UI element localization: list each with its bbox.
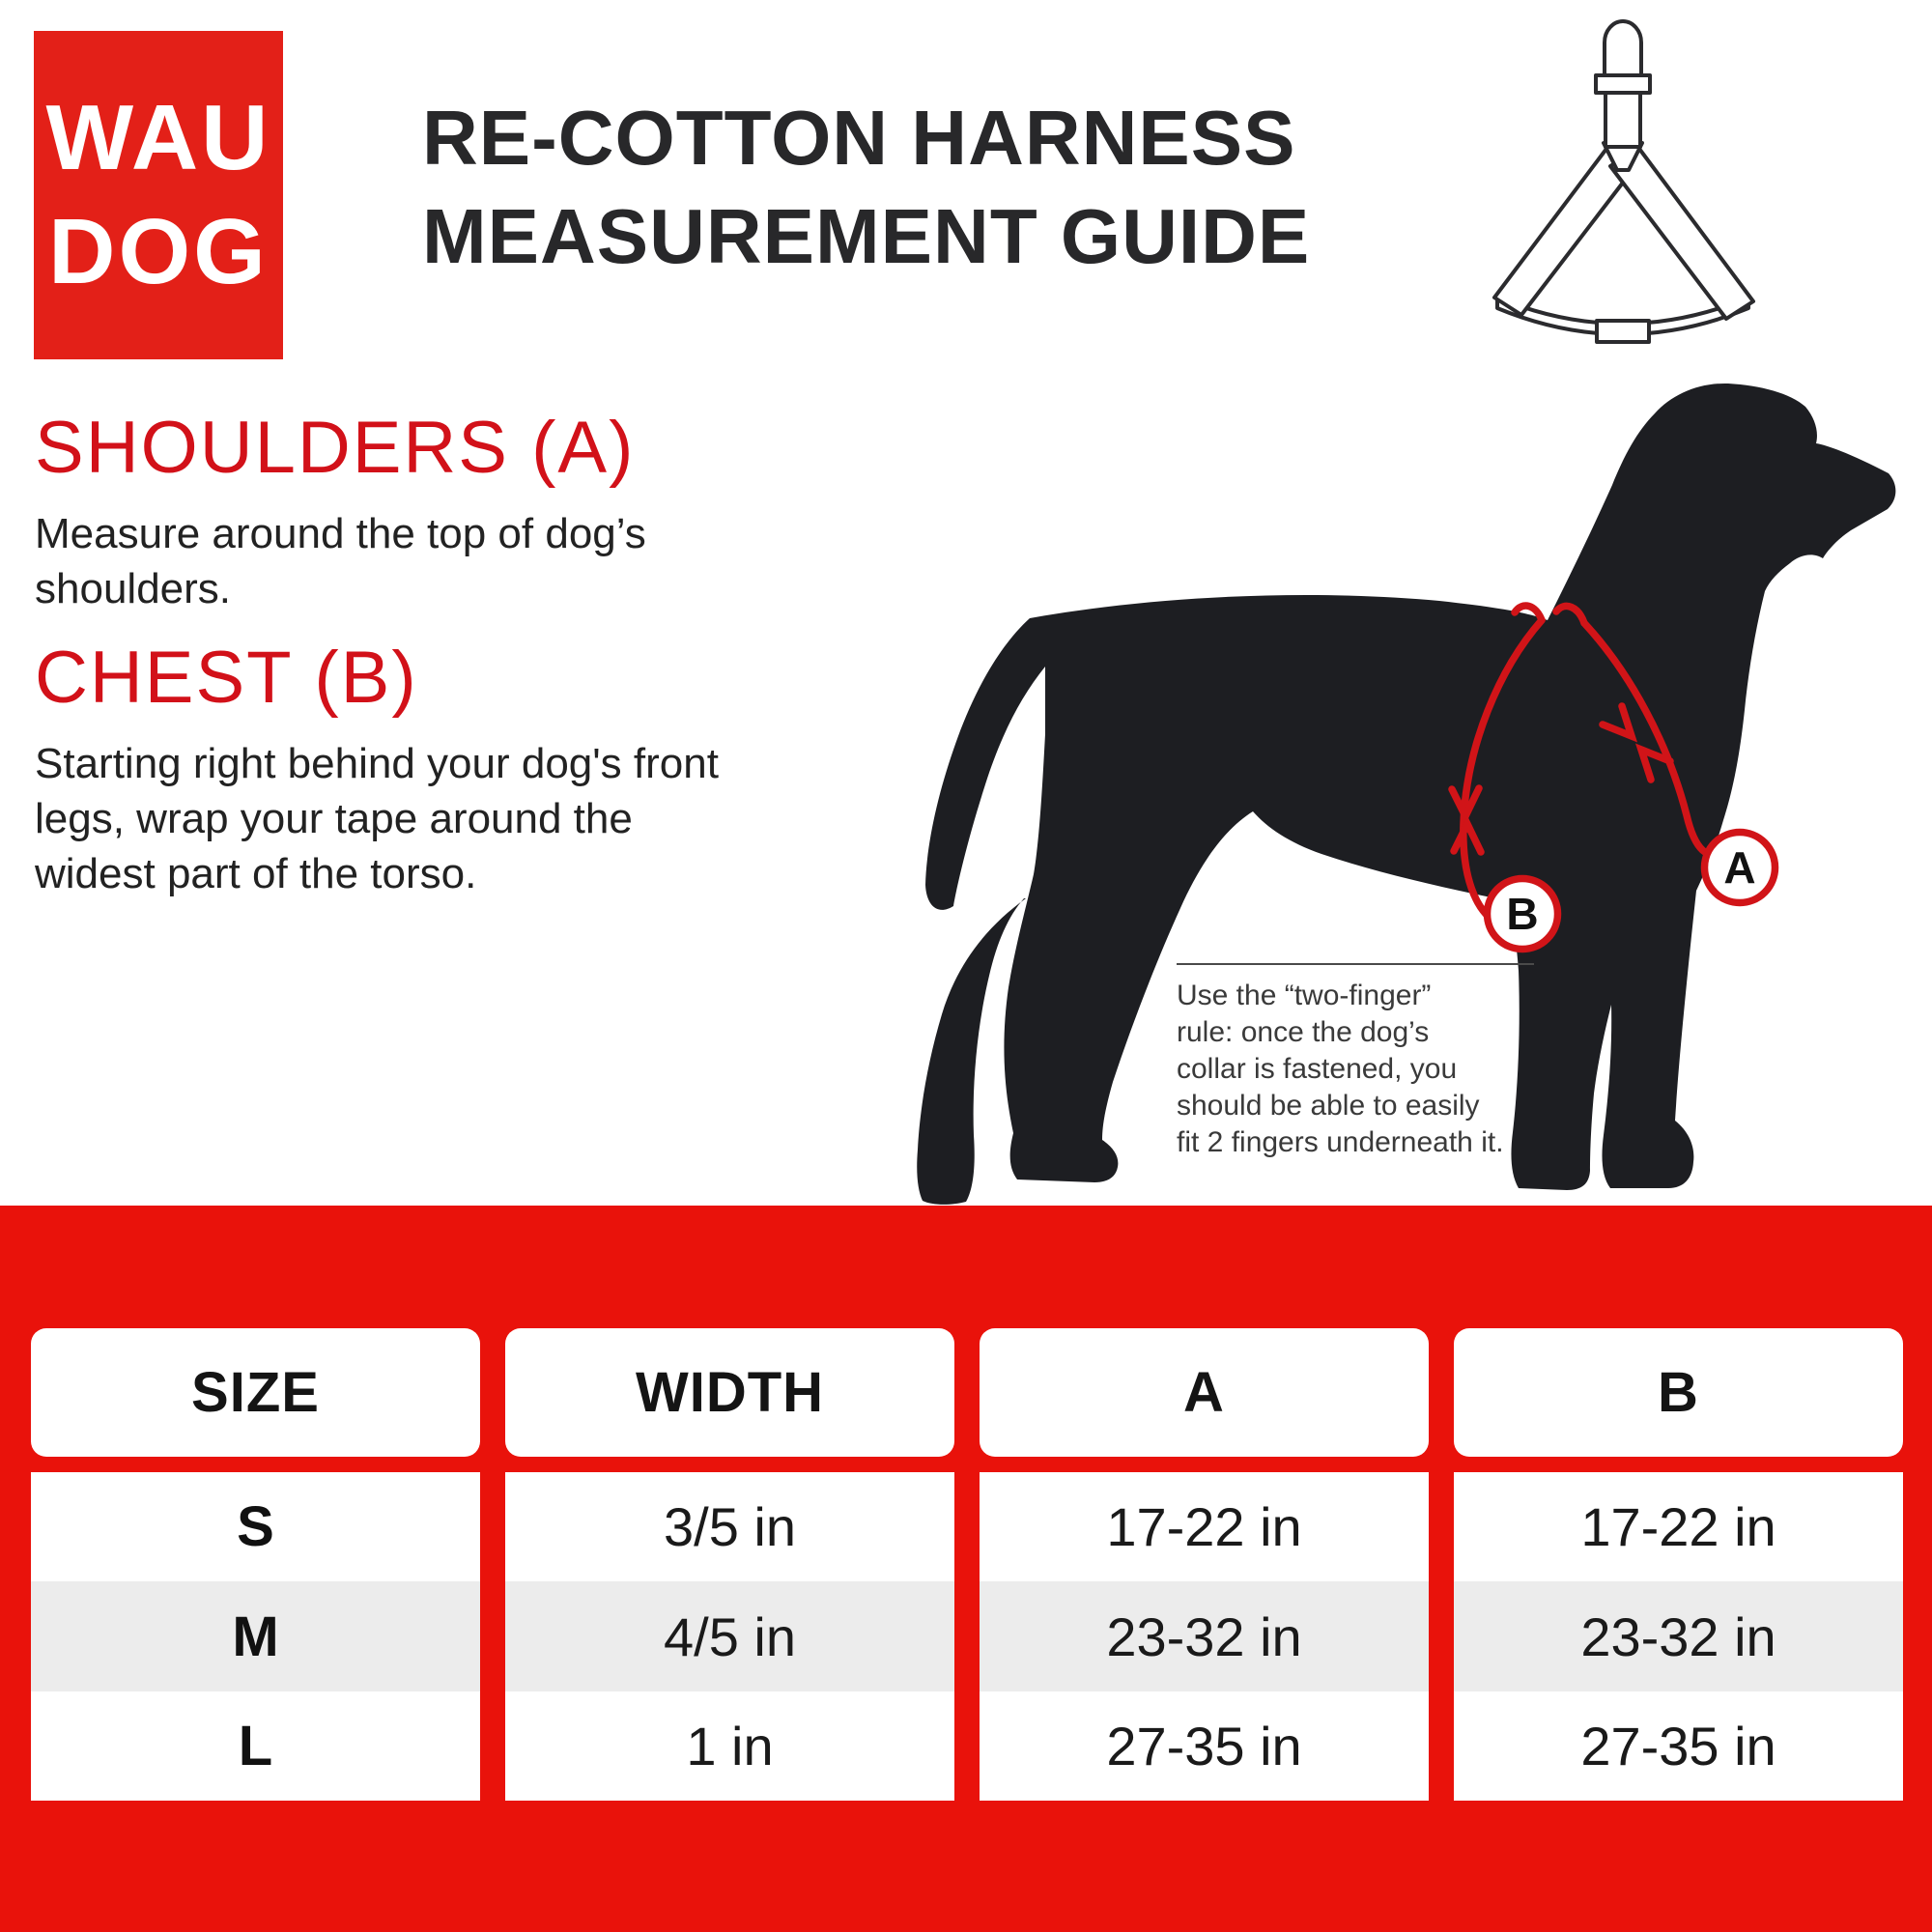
waudog-logo: WAU DOG <box>34 31 283 359</box>
note-line-1: Use the “two-finger” <box>1177 980 1432 1011</box>
cell-a-s: 17-22 in <box>980 1472 1429 1581</box>
cell-b-s: 17-22 in <box>1454 1472 1903 1581</box>
chest-text: Starting right behind your dog's front l… <box>35 736 719 901</box>
chest-text-line-3: widest part of the torso. <box>35 850 477 897</box>
shoulders-heading: SHOULDERS (A) <box>35 407 636 489</box>
header-cell-b: B <box>1454 1328 1903 1457</box>
girth-b-arrow-up <box>1450 815 1485 856</box>
harness-outline-icon <box>1492 19 1755 344</box>
page-title: RE-COTTON HARNESS MEASUREMENT GUIDE <box>422 89 1310 286</box>
chest-text-line-1: Starting right behind your dog's front <box>35 740 719 787</box>
dog-silhouette-diagram: A B <box>917 383 1896 1205</box>
girth-b-arrow-down <box>1448 784 1483 825</box>
logo-line-1: WAU <box>45 86 271 189</box>
cell-a-m: 23-32 in <box>980 1581 1429 1691</box>
note-divider <box>1177 963 1534 965</box>
title-line-1: RE-COTTON HARNESS <box>422 95 1296 181</box>
cell-b-m: 23-32 in <box>1454 1581 1903 1691</box>
chest-heading: CHEST (B) <box>35 637 418 719</box>
cell-width-m: 4/5 in <box>505 1581 954 1691</box>
cell-width-l: 1 in <box>505 1691 954 1801</box>
cell-size-m: M <box>31 1581 480 1691</box>
dog-body <box>925 383 1896 1190</box>
girth-a-arrow-down <box>1599 702 1638 743</box>
marker-a-label: A <box>1723 842 1755 893</box>
harness-neck-strap <box>1604 91 1642 149</box>
marker-a-circle <box>1700 828 1779 907</box>
cell-size-l: L <box>31 1691 480 1801</box>
note-line-4: should be able to easily <box>1177 1090 1480 1122</box>
marker-b-circle <box>1483 874 1562 953</box>
harness-top-buckle <box>1594 73 1652 95</box>
chest-text-line-2: legs, wrap your tape around the <box>35 795 633 842</box>
shoulders-text-line-1: Measure around the top of dog’s <box>35 510 646 557</box>
size-table-body: S 3/5 in 17-22 in 17-22 in M 4/5 in 23-3… <box>31 1472 1903 1801</box>
harness-chest-strap <box>1495 296 1750 336</box>
note-line-5: fit 2 fingers underneath it. <box>1177 1126 1504 1158</box>
size-table-band: SIZE WIDTH A B S 3/5 in 17-22 in 17-22 i… <box>0 1206 1932 1932</box>
girth-a-arrow-up <box>1634 743 1674 783</box>
shoulders-text: Measure around the top of dog’s shoulder… <box>35 506 646 616</box>
cell-size-s: S <box>31 1472 480 1581</box>
note-line-3: collar is fastened, you <box>1177 1053 1458 1085</box>
header-cell-a: A <box>980 1328 1429 1457</box>
logo-line-2: DOG <box>48 200 269 303</box>
dog-far-hind-leg <box>917 898 1026 1205</box>
cell-a-l: 27-35 in <box>980 1691 1429 1801</box>
harness-right-strap <box>1608 147 1755 321</box>
shoulders-text-line-2: shoulders. <box>35 565 232 612</box>
cell-width-s: 3/5 in <box>505 1472 954 1581</box>
marker-b-label: B <box>1506 889 1538 939</box>
cell-b-l: 27-35 in <box>1454 1691 1903 1801</box>
girth-line-a-hook <box>1552 602 1588 627</box>
girth-line-b-hook <box>1511 602 1546 624</box>
two-finger-note: Use the “two-finger” rule: once the dog’… <box>1177 978 1504 1161</box>
title-line-2: MEASUREMENT GUIDE <box>422 193 1311 279</box>
header-cell-size: SIZE <box>31 1328 480 1457</box>
size-table-header: SIZE WIDTH A B <box>31 1328 1903 1457</box>
note-line-2: rule: once the dog’s <box>1177 1016 1430 1048</box>
harness-bottom-buckle <box>1595 319 1651 344</box>
header-cell-width: WIDTH <box>505 1328 954 1457</box>
harness-top-loop <box>1603 19 1643 77</box>
